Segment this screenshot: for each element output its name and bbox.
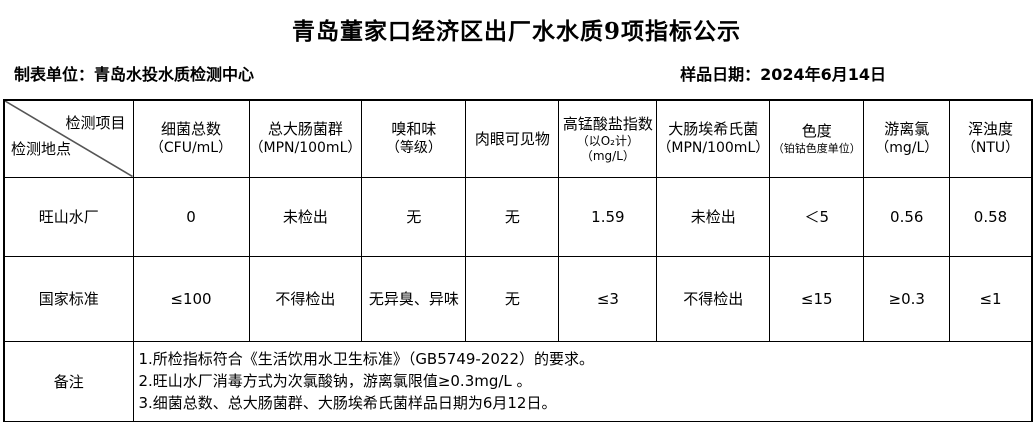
header-unit: （MPN/100mL） <box>249 140 362 157</box>
remark-content: 1.所检指标符合《生活饮用水卫生标准》（GB5749-2022）的要求。 2.旺… <box>132 340 1033 422</box>
header-label: 色度 <box>801 122 832 141</box>
value-cell: 0.58 <box>949 176 1033 257</box>
header-sub: （铂钴色度单位） <box>772 142 861 156</box>
value-cell: 0.56 <box>863 176 951 257</box>
water-quality-table: 检测项目 检测地点 细菌总数 （CFU/mL） 总大肠菌群 （MPN/100mL… <box>3 99 1033 422</box>
header-cell-free-chlorine: 游离氯 （mg/L） <box>863 99 951 178</box>
value-cell: ≤3 <box>558 255 658 342</box>
header-cell-turbidity: 浑浊度 （NTU） <box>949 99 1033 178</box>
value-cell: 无 <box>361 176 467 257</box>
meta-sample-date: 样品日期：2024年6月14日 <box>680 65 886 84</box>
header-label: 高锰酸盐指数 <box>562 114 653 133</box>
header-cell-permanganate-index: 高锰酸盐指数 （以O₂计） （mg/L） <box>558 99 658 178</box>
header-cell-total-coliform: 总大肠菌群 （MPN/100mL） <box>248 99 363 178</box>
header-unit: （MPN/100mL） <box>657 140 770 157</box>
value-cell: ≤15 <box>769 255 865 342</box>
row-label: 国家标准 <box>3 255 134 342</box>
corner-label-location: 检测地点 <box>11 139 72 158</box>
header-label: 游离氯 <box>884 120 930 139</box>
value-cell: 未检出 <box>656 176 771 257</box>
remark-row: 备注 1.所检指标符合《生活饮用水卫生标准》（GB5749-2022）的要求。 … <box>3 340 1033 422</box>
remark-line-1: 1.所检指标符合《生活饮用水卫生标准》（GB5749-2022）的要求。 <box>138 350 595 369</box>
corner-cell: 检测项目 检测地点 <box>3 99 134 178</box>
header-cell-e-coli: 大肠埃希氏菌 （MPN/100mL） <box>656 99 771 178</box>
value-cell: 未检出 <box>248 176 363 257</box>
header-unit: （CFU/mL） <box>149 140 233 157</box>
header-unit: （等级） <box>385 140 442 157</box>
header-cell-odor-taste: 嗅和味 （等级） <box>361 99 467 178</box>
header-unit: （mg/L） <box>875 140 939 157</box>
row-wangshan-plant: 旺山水厂 0 未检出 无 无 1.59 未检出 ＜5 0.56 0.58 <box>3 176 1033 257</box>
remark-line-2: 2.旺山水厂消毒方式为次氯酸钠，游离氯限值≥0.3mg/L 。 <box>138 372 532 391</box>
header-unit: （NTU） <box>961 140 1020 157</box>
value-cell: ≥0.3 <box>863 255 951 342</box>
header-label: 嗅和味 <box>391 120 437 139</box>
header-cell-chroma: 色度 （铂钴色度单位） <box>769 99 865 178</box>
header-sub: （以O₂计） <box>576 133 639 148</box>
value-cell: 无异臭、异味 <box>361 255 467 342</box>
value-cell: ≤100 <box>132 255 250 342</box>
header-row: 检测项目 检测地点 细菌总数 （CFU/mL） 总大肠菌群 （MPN/100mL… <box>3 99 1033 178</box>
header-cell-visible-matter: 肉眼可见物 <box>465 99 560 178</box>
header-label: 细菌总数 <box>160 120 221 139</box>
corner-label-project: 检测项目 <box>65 114 126 132</box>
row-label: 旺山水厂 <box>3 176 134 257</box>
header-cell-total-bacteria: 细菌总数 （CFU/mL） <box>132 99 250 178</box>
value-cell: 无 <box>465 176 560 257</box>
meta-row: 制表单位：青岛水投水质检测中心 样品日期：2024年6月14日 <box>0 65 1033 85</box>
value-cell: ＜5 <box>769 176 865 257</box>
value-cell: 不得检出 <box>656 255 771 342</box>
diagonal-line <box>5 101 133 177</box>
value-cell: 1.59 <box>558 176 658 257</box>
remark-label: 备注 <box>3 340 134 422</box>
row-national-standard: 国家标准 ≤100 不得检出 无异臭、异味 无 ≤3 不得检出 ≤15 ≥0.3… <box>3 255 1033 342</box>
header-label: 肉眼可见物 <box>474 129 550 148</box>
header-label: 总大肠菌群 <box>267 120 343 139</box>
remark-line-3: 3.细菌总数、总大肠菌群、大肠埃希氏菌样品日期为6月12日。 <box>138 394 557 413</box>
meta-producer: 制表单位：青岛水投水质检测中心 <box>14 65 255 84</box>
header-label: 大肠埃希氏菌 <box>668 120 759 139</box>
page-title: 青岛董家口经济区出厂水水质9项指标公示 <box>291 18 741 45</box>
value-cell: 无 <box>465 255 560 342</box>
header-label: 浑浊度 <box>967 120 1013 139</box>
header-unit: （mg/L） <box>580 148 635 163</box>
value-cell: 0 <box>132 176 250 257</box>
value-cell: 不得检出 <box>248 255 363 342</box>
value-cell: ≤1 <box>949 255 1033 342</box>
